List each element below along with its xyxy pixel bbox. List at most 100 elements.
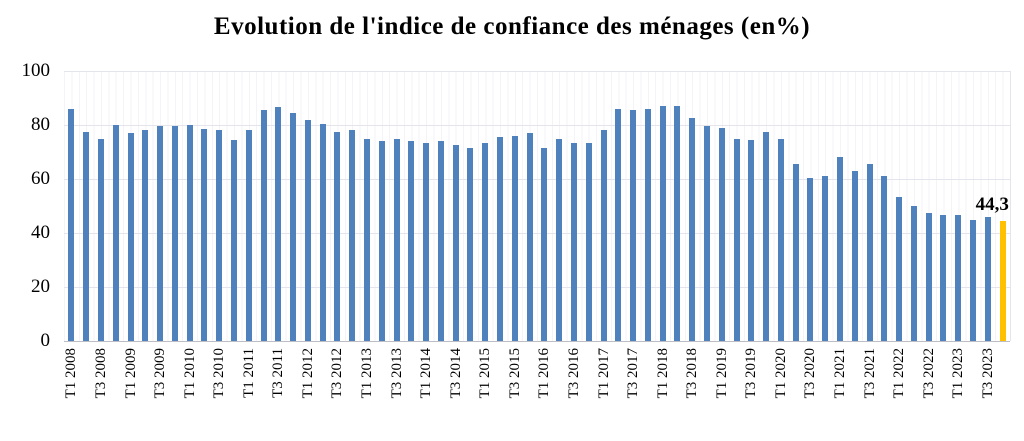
bar-t2-2013 — [378, 141, 385, 341]
x-tick-t1-2010: T1 2010 — [181, 348, 198, 399]
bar-t3-2012 — [334, 131, 341, 341]
x-tick-t3-2019: T3 2019 — [743, 348, 760, 399]
bar-t1-2014 — [423, 142, 430, 341]
bar-t2-2010 — [201, 129, 208, 341]
bar-t1-2008 — [68, 108, 75, 341]
x-tick-t1-2014: T1 2014 — [418, 348, 435, 399]
bar-t2-2014 — [437, 141, 444, 341]
bar-t4-2023 — [999, 221, 1006, 341]
x-tick-t3-2014: T3 2014 — [447, 348, 464, 399]
bar-t4-2011 — [290, 112, 297, 341]
bar-t2-2023 — [970, 219, 977, 341]
bar-t3-2015 — [511, 135, 518, 341]
x-tick-t3-2010: T3 2010 — [211, 348, 228, 399]
bar-t4-2008 — [112, 125, 119, 341]
bar-t3-2009 — [157, 126, 164, 341]
x-tick-t3-2016: T3 2016 — [565, 348, 582, 399]
gridline-80 — [64, 125, 1010, 126]
gridline-60 — [64, 179, 1010, 180]
bar-t4-2018 — [703, 126, 710, 341]
x-tick-t1-2013: T1 2013 — [359, 348, 376, 399]
bar-t1-2017 — [600, 130, 607, 341]
bar-t4-2013 — [408, 141, 415, 341]
y-tick-80: 80 — [31, 114, 50, 135]
bar-t2-2016 — [556, 138, 563, 341]
x-tick-t1-2011: T1 2011 — [240, 348, 257, 398]
bar-t4-2017 — [644, 108, 651, 341]
x-tick-t3-2013: T3 2013 — [388, 348, 405, 399]
bar-t2-2008 — [83, 131, 90, 341]
x-tick-t3-2022: T3 2022 — [920, 348, 937, 399]
x-tick-t1-2022: T1 2022 — [891, 348, 908, 399]
bar-t4-2019 — [763, 131, 770, 341]
plot-area — [64, 71, 1011, 342]
y-tick-20: 20 — [31, 276, 50, 297]
bar-t4-2010 — [230, 139, 237, 341]
x-tick-t3-2009: T3 2009 — [152, 348, 169, 399]
bar-t1-2021 — [837, 157, 844, 341]
x-tick-t3-2020: T3 2020 — [802, 348, 819, 399]
gridline-40 — [64, 233, 1010, 234]
bar-t3-2019 — [748, 139, 755, 341]
bar-t1-2011 — [245, 130, 252, 341]
bar-t2-2019 — [733, 138, 740, 341]
bar-t1-2018 — [659, 106, 666, 341]
highlight-value-label: 44,3 — [975, 194, 1009, 216]
bar-t4-2009 — [171, 126, 178, 341]
bar-t3-2022 — [925, 212, 932, 341]
bar-t3-2017 — [630, 110, 637, 341]
bar-t1-2023 — [955, 215, 962, 341]
bar-t4-2020 — [822, 176, 829, 341]
x-tick-t1-2012: T1 2012 — [299, 348, 316, 399]
bar-t1-2020 — [777, 138, 784, 341]
x-tick-t3-2018: T3 2018 — [684, 348, 701, 399]
bar-t3-2011 — [275, 107, 282, 341]
x-tick-t1-2023: T1 2023 — [950, 348, 967, 399]
bar-t2-2018 — [674, 106, 681, 341]
bar-t4-2012 — [349, 130, 356, 341]
x-tick-t1-2009: T1 2009 — [122, 348, 139, 399]
bar-t4-2021 — [881, 176, 888, 341]
x-tick-t3-2015: T3 2015 — [506, 348, 523, 399]
x-tick-t3-2023: T3 2023 — [979, 348, 996, 399]
bar-t2-2017 — [615, 108, 622, 341]
bar-t2-2022 — [910, 206, 917, 341]
bar-t3-2010 — [216, 130, 223, 341]
bar-t2-2020 — [792, 164, 799, 341]
x-tick-t1-2020: T1 2020 — [772, 348, 789, 399]
bar-t1-2016 — [541, 147, 548, 341]
bar-t3-2020 — [807, 177, 814, 341]
x-tick-t1-2018: T1 2018 — [654, 348, 671, 399]
gridline-100 — [64, 71, 1010, 72]
y-tick-100: 100 — [21, 60, 51, 81]
bar-t4-2022 — [940, 215, 947, 341]
x-tick-t3-2017: T3 2017 — [625, 348, 642, 399]
gridline-20 — [64, 287, 1010, 288]
x-tick-t3-2012: T3 2012 — [329, 348, 346, 399]
y-tick-0: 0 — [40, 330, 51, 351]
bar-t3-2013 — [393, 138, 400, 341]
bar-t1-2013 — [364, 138, 371, 341]
x-tick-t1-2021: T1 2021 — [832, 348, 849, 399]
bar-t2-2012 — [319, 123, 326, 341]
x-tick-t1-2016: T1 2016 — [536, 348, 553, 399]
bar-t2-2011 — [260, 110, 267, 341]
x-tick-t1-2008: T1 2008 — [63, 348, 80, 399]
x-tick-t1-2019: T1 2019 — [713, 348, 730, 399]
x-tick-t3-2021: T3 2021 — [861, 348, 878, 399]
bar-t1-2019 — [718, 127, 725, 341]
bar-t4-2015 — [526, 133, 533, 341]
chart-title: Evolution de l'indice de confiance des m… — [213, 13, 811, 40]
bar-t3-2018 — [689, 118, 696, 341]
x-tick-t3-2011: T3 2011 — [270, 348, 287, 398]
bar-t4-2014 — [467, 147, 474, 341]
y-tick-60: 60 — [31, 168, 50, 189]
x-tick-t3-2008: T3 2008 — [92, 348, 109, 399]
bar-t3-2014 — [452, 145, 459, 341]
bar-t3-2021 — [866, 164, 873, 341]
x-tick-t1-2015: T1 2015 — [477, 348, 494, 399]
bar-t4-2016 — [585, 142, 592, 341]
bar-t3-2016 — [570, 142, 577, 341]
bar-t3-2008 — [97, 138, 104, 341]
